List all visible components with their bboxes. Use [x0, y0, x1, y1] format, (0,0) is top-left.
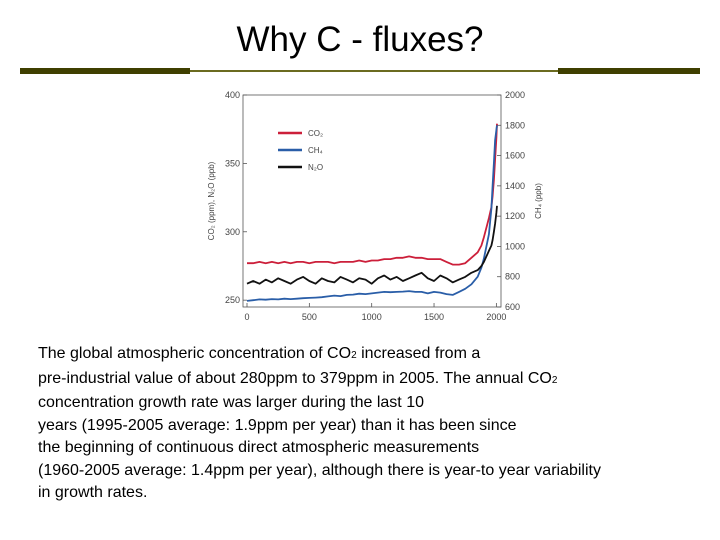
x-tick-label: 500 — [302, 312, 317, 322]
y-left-axis-ticks: 250 300 350 400 — [225, 90, 247, 305]
legend-label: CO₂ — [308, 129, 323, 138]
body-line-text: the beginning of continuous direct atmos… — [38, 439, 480, 456]
title-rule-right — [558, 68, 700, 74]
legend-label: N₂O — [308, 163, 323, 172]
body-line-text: years (1995-2005 average: 1.9ppm per yea… — [38, 416, 517, 434]
x-tick-label: 2000 — [486, 312, 506, 322]
body-line-text: concentration growth rate was larger dur… — [38, 394, 424, 411]
subscript: 2 — [351, 350, 357, 361]
y-right-tick-label: 600 — [505, 302, 520, 312]
series-line-co2 — [247, 123, 498, 266]
series-lines — [246, 123, 498, 302]
y-left-tick-label: 350 — [225, 158, 240, 168]
body-line-text: (1960-2005 average: 1.4ppm per year), al… — [38, 461, 601, 479]
y-left-tick-label: 250 — [225, 295, 240, 305]
y-right-tick-label: 800 — [505, 272, 520, 282]
y-right-tick-label: 1600 — [505, 151, 525, 161]
y-right-tick-label: 1200 — [505, 211, 525, 221]
ghg-concentration-chart: 0 500 1000 1500 2000 250 300 350 400 600 800 1000… — [207, 90, 543, 322]
legend-label: CH₄ — [308, 146, 323, 155]
y-left-tick-label: 300 — [225, 227, 240, 237]
y-right-axis-label: CH₄ (ppb) — [534, 183, 543, 219]
body-line-text: increased from a — [356, 345, 481, 362]
series-line-n2o — [246, 205, 498, 285]
x-tick-label: 0 — [244, 312, 249, 322]
body-line-text: in growth rates. — [38, 484, 148, 501]
body-line-text: pre-industrial value of about 280ppm to … — [38, 369, 552, 387]
x-tick-label: 1500 — [424, 312, 444, 322]
series-line-ch4 — [246, 125, 498, 302]
y-right-tick-label: 2000 — [505, 90, 525, 100]
legend: CO₂ CH₄ N₂O — [278, 129, 323, 172]
x-axis-ticks: 0 500 1000 1500 2000 — [244, 303, 506, 322]
y-right-tick-label: 1800 — [505, 120, 525, 130]
subscript: 2 — [551, 374, 558, 386]
slide-title: Why C - fluxes? — [236, 20, 484, 59]
plot-frame — [242, 94, 502, 308]
title-rule-left — [20, 68, 190, 74]
body-text: The global atmospheric concentration of … — [38, 343, 698, 505]
title-rule-center — [190, 70, 558, 72]
y-right-tick-label: 1400 — [505, 181, 525, 191]
y-left-axis-label: CO₂ (ppm), N₂O (ppb) — [207, 161, 216, 240]
y-left-tick-label: 400 — [225, 90, 240, 100]
x-tick-label: 1000 — [362, 312, 382, 322]
y-right-axis-ticks: 600 800 1000 1200 1400 1600 1800 2000 — [497, 90, 525, 312]
body-line-text: The global atmospheric concentration of … — [38, 345, 352, 362]
y-right-tick-label: 1000 — [505, 241, 525, 251]
